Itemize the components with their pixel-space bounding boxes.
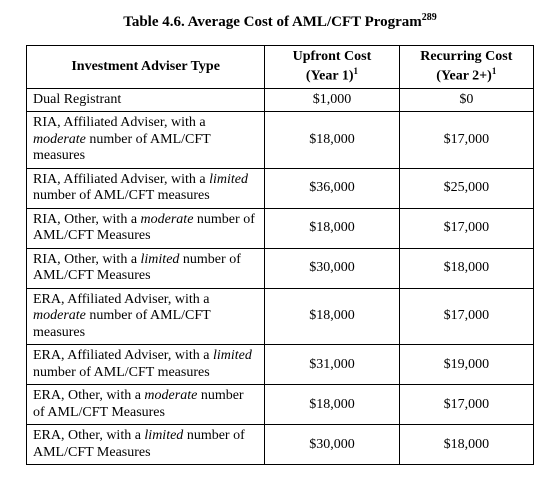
cell-upfront-cost: $18,000 xyxy=(265,208,399,248)
title-footnote: 289 xyxy=(422,12,437,23)
table-row: ERA, Affiliated Adviser, with a moderate… xyxy=(27,288,534,345)
desc-italic: moderate xyxy=(33,132,86,147)
table-row: RIA, Other, with a limited number of AML… xyxy=(27,248,534,288)
cell-recurring-cost: $19,000 xyxy=(399,345,533,385)
table-body: Dual Registrant $1,000$0 RIA, Affiliated A… xyxy=(27,88,534,465)
desc-pre: RIA, Other, with a xyxy=(33,252,141,267)
cell-upfront-cost: $18,000 xyxy=(265,288,399,345)
desc-pre: ERA, Affiliated Adviser, with a xyxy=(33,348,213,363)
title-text: Table 4.6. Average Cost of AML/CFT Progr… xyxy=(123,14,422,30)
table-row: RIA, Affiliated Adviser, with a limited … xyxy=(27,168,534,208)
desc-italic: limited xyxy=(144,428,183,443)
desc-pre: ERA, Other, with a xyxy=(33,388,144,403)
desc-italic: moderate xyxy=(141,212,194,227)
desc-italic: limited xyxy=(213,348,252,363)
cell-upfront-cost: $1,000 xyxy=(265,88,399,112)
header-upfront-line1: Upfront Cost xyxy=(293,49,372,64)
header-row: Investment Adviser Type Upfront Cost (Ye… xyxy=(27,46,534,89)
table-row: RIA, Other, with a moderate number of AM… xyxy=(27,208,534,248)
table-title: Table 4.6. Average Cost of AML/CFT Progr… xyxy=(26,12,534,31)
cell-adviser-type: Dual Registrant xyxy=(27,88,265,112)
desc-pre: RIA, Affiliated Adviser, with a xyxy=(33,115,206,130)
desc-post: number of AML/CFT measures xyxy=(33,365,210,380)
cost-table: Investment Adviser Type Upfront Cost (Ye… xyxy=(26,45,534,465)
cell-adviser-type: RIA, Affiliated Adviser, with a moderate… xyxy=(27,112,265,169)
cell-upfront-cost: $30,000 xyxy=(265,425,399,465)
cell-adviser-type: ERA, Affiliated Adviser, with a moderate… xyxy=(27,288,265,345)
header-upfront-cost: Upfront Cost (Year 1)1 xyxy=(265,46,399,89)
desc-pre: RIA, Other, with a xyxy=(33,212,141,227)
cell-recurring-cost: $18,000 xyxy=(399,425,533,465)
desc-italic: moderate xyxy=(33,308,86,323)
desc-pre: RIA, Affiliated Adviser, with a xyxy=(33,172,209,187)
header-upfront-line2: (Year 1) xyxy=(306,68,354,83)
cell-recurring-cost: $17,000 xyxy=(399,208,533,248)
cell-recurring-cost: $17,000 xyxy=(399,112,533,169)
cell-recurring-cost: $17,000 xyxy=(399,288,533,345)
desc-italic: limited xyxy=(141,252,180,267)
cell-adviser-type: RIA, Other, with a limited number of AML… xyxy=(27,248,265,288)
cell-adviser-type: RIA, Other, with a moderate number of AM… xyxy=(27,208,265,248)
cell-recurring-cost: $0 xyxy=(399,88,533,112)
cell-recurring-cost: $18,000 xyxy=(399,248,533,288)
header-investment-type: Investment Adviser Type xyxy=(27,46,265,89)
desc-pre: ERA, Other, with a xyxy=(33,428,144,443)
table-row: RIA, Affiliated Adviser, with a moderate… xyxy=(27,112,534,169)
cell-recurring-cost: $17,000 xyxy=(399,385,533,425)
desc-post: number of AML/CFT measures xyxy=(33,188,210,203)
header-recurring-cost: Recurring Cost (Year 2+)1 xyxy=(399,46,533,89)
cell-adviser-type: ERA, Affiliated Adviser, with a limited … xyxy=(27,345,265,385)
cell-upfront-cost: $18,000 xyxy=(265,112,399,169)
desc-italic: limited xyxy=(209,172,248,187)
cell-adviser-type: ERA, Other, with a limited number of AML… xyxy=(27,425,265,465)
header-recurring-line2: (Year 2+) xyxy=(436,68,492,83)
desc-italic: moderate xyxy=(144,388,197,403)
cell-upfront-cost: $18,000 xyxy=(265,385,399,425)
table-row: ERA, Other, with a limited number of AML… xyxy=(27,425,534,465)
table-row: ERA, Other, with a moderate number of AM… xyxy=(27,385,534,425)
header-upfront-sup: 1 xyxy=(353,66,358,76)
table-row: Dual Registrant $1,000$0 xyxy=(27,88,534,112)
desc-pre: Dual Registrant xyxy=(33,92,121,107)
cell-upfront-cost: $36,000 xyxy=(265,168,399,208)
header-recurring-sup: 1 xyxy=(492,66,497,76)
table-row: ERA, Affiliated Adviser, with a limited … xyxy=(27,345,534,385)
cell-upfront-cost: $31,000 xyxy=(265,345,399,385)
page-container: Table 4.6. Average Cost of AML/CFT Progr… xyxy=(0,0,560,500)
cell-adviser-type: RIA, Affiliated Adviser, with a limited … xyxy=(27,168,265,208)
cell-adviser-type: ERA, Other, with a moderate number of AM… xyxy=(27,385,265,425)
cell-upfront-cost: $30,000 xyxy=(265,248,399,288)
cell-recurring-cost: $25,000 xyxy=(399,168,533,208)
desc-pre: ERA, Affiliated Adviser, with a xyxy=(33,292,210,307)
header-recurring-line1: Recurring Cost xyxy=(420,49,512,64)
